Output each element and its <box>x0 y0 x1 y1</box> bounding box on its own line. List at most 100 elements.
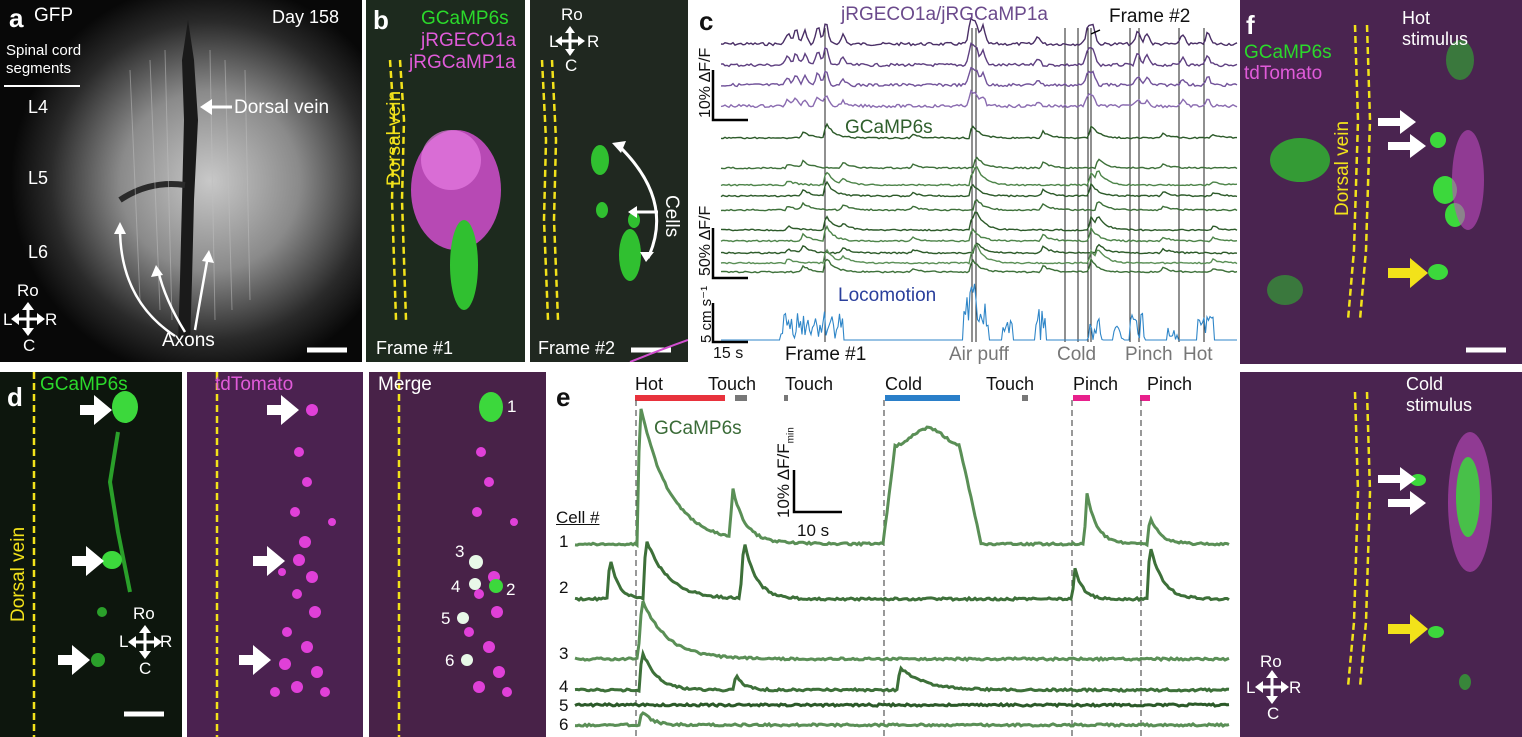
e-scale-y-sub: min <box>785 427 797 444</box>
e-scale-x: 10 s <box>797 521 830 540</box>
panel-f-cold-image <box>1240 372 1522 737</box>
panel-d-merge: Merge 1 3 4 2 5 6 <box>369 372 546 737</box>
panel-f-cold: Cold stimulus Ro L R C <box>1240 372 1522 737</box>
scale-bar-red <box>711 70 748 122</box>
cell-label-6: 6 <box>559 715 569 734</box>
b2-compass-ro: Ro <box>561 5 583 24</box>
segments-label: Spinal cord segments <box>6 42 82 77</box>
cell-header: Cell # <box>556 508 600 527</box>
locomotion-trace <box>721 283 1237 341</box>
panel-a-day: Day 158 <box>272 7 340 27</box>
gcamp-trace <box>720 156 1238 170</box>
event-frame1: Frame #1 <box>785 344 867 365</box>
b2-compass-l: L <box>549 32 559 51</box>
red-indicator-trace <box>720 16 1238 47</box>
scale-red: 10% ΔF/F <box>697 47 714 118</box>
cell-trace-6 <box>574 711 1230 729</box>
event-hot: Hot <box>1183 344 1213 365</box>
segment-l6: L6 <box>28 242 49 262</box>
panel-c: c jRGECO1a/jRGCaMP1a Frame #2 GCaMP6s Lo… <box>693 0 1238 370</box>
stim-touch-1: Touch <box>708 374 757 394</box>
cell-label-4: 4 <box>559 677 569 696</box>
scale-green: 50% ΔF/F <box>697 205 714 276</box>
panel-d-merge-image <box>369 372 546 737</box>
gcamp-trace <box>720 243 1238 265</box>
stim-pinch-2: Pinch <box>1147 374 1193 394</box>
stim-pinch-1: Pinch <box>1073 374 1119 394</box>
frame1-label: Frame #1 <box>376 338 454 358</box>
e-scale-y: 10% ΔF/Fmin <box>774 427 796 518</box>
panel-f-label: f <box>1246 10 1255 40</box>
panel-a-image <box>0 0 362 362</box>
d-compass-ro: Ro <box>133 604 155 623</box>
merge-cell-2: 2 <box>506 580 516 599</box>
green-title: GCaMP6s <box>845 117 933 138</box>
loco-title: Locomotion <box>838 285 937 306</box>
f-compass-c: C <box>1267 704 1280 723</box>
compass-r: R <box>45 310 58 329</box>
b2-compass-r: R <box>587 32 600 51</box>
gcamp-trace <box>720 257 1238 274</box>
compass-c: C <box>23 336 36 355</box>
gcamp-trace <box>720 166 1238 187</box>
panel-c-label: c <box>699 6 714 36</box>
panel-a: a GFP Day 158 Spinal cord segments L4 L5… <box>0 0 362 362</box>
scale-bar-green <box>711 228 748 280</box>
segment-l4: L4 <box>28 97 49 117</box>
cells-label: Cells <box>661 195 682 238</box>
cell-trace-4 <box>574 648 1230 694</box>
event-cold: Cold <box>1057 344 1097 365</box>
legend-gcamp6s: GCaMP6s <box>421 8 509 29</box>
panel-a-label: a <box>9 3 24 33</box>
f-compass-r: R <box>1289 678 1302 697</box>
red-indicator-trace <box>720 89 1238 109</box>
dorsal-vein-annotation: Dorsal vein <box>234 97 330 118</box>
panel-b-label: b <box>373 5 389 35</box>
event-pinch: Pinch <box>1125 344 1173 365</box>
panel-c-traces <box>711 16 1238 344</box>
d-title-tdtomato: tdTomato <box>215 374 294 395</box>
gcamp-trace <box>720 224 1238 243</box>
stim-cold: Cold <box>885 374 923 394</box>
frame2-marker: Frame #2 <box>1109 6 1191 27</box>
gcamp-trace <box>720 198 1238 212</box>
cell-trace-5 <box>574 701 1230 709</box>
scale-time: 15 s <box>713 345 744 362</box>
panel-d-tdtomato-image <box>187 372 363 737</box>
d-title-gcamp: GCaMP6s <box>40 374 128 395</box>
cold-caption: Cold stimulus <box>1406 374 1473 415</box>
red-indicator-trace <box>720 66 1238 88</box>
cell-label-5: 5 <box>559 696 569 715</box>
merge-cell-1: 1 <box>507 397 517 416</box>
legend-jrgcamp1a: jRGCaMP1a <box>409 52 516 73</box>
e-trace-title: GCaMP6s <box>654 418 742 439</box>
stim-touch-3: Touch <box>986 374 1035 394</box>
d-title-merge: Merge <box>378 374 432 395</box>
f-legend-tdtomato: tdTomato <box>1244 63 1323 84</box>
scale-bar-loco <box>711 303 748 344</box>
panel-e-traces <box>574 395 1230 737</box>
panel-f-hot: f GCaMP6s tdTomato Hot stimulus Dorsal v… <box>1240 0 1522 364</box>
merge-cell-5: 5 <box>441 609 451 628</box>
hot-caption: Hot stimulus <box>1402 8 1469 49</box>
merge-cell-4: 4 <box>451 577 461 596</box>
d-vein-label: Dorsal vein <box>8 526 29 622</box>
panel-b1-image <box>366 0 525 362</box>
f-compass-l: L <box>1246 678 1256 697</box>
panel-b-frame1: b GCaMP6s jRGECO1a jRGCaMP1a Dorsal vein… <box>366 0 525 362</box>
stim-touch-2: Touch <box>785 374 834 394</box>
axons-annotation: Axons <box>162 330 215 351</box>
f-vein-label: Dorsal vein <box>1332 120 1353 216</box>
d-compass-c: C <box>139 659 152 678</box>
panel-d-gcamp: d GCaMP6s Dorsal vein Ro L R C <box>0 372 182 737</box>
frame2-pointer <box>1090 29 1101 35</box>
panel-d-label: d <box>7 382 23 412</box>
red-title: jRGECO1a/jRGCaMP1a <box>841 4 1048 25</box>
b2-compass-c: C <box>565 56 578 75</box>
cell-trace-2 <box>574 541 1230 603</box>
cell-label-1: 1 <box>559 532 569 551</box>
cell-label-3: 3 <box>559 644 569 663</box>
scale-loco: 5 cm s⁻¹ <box>698 285 715 343</box>
gcamp-trace <box>720 242 1238 255</box>
gcamp-trace <box>720 211 1238 232</box>
